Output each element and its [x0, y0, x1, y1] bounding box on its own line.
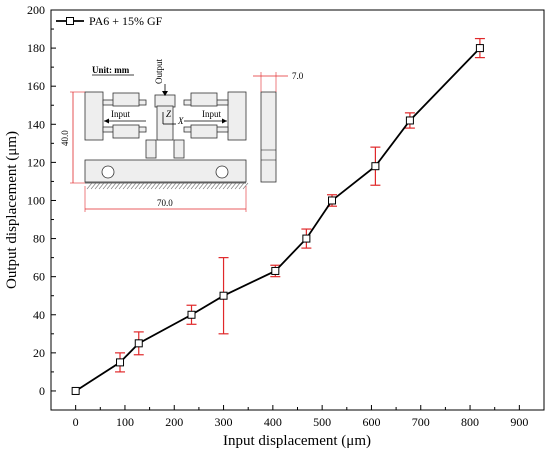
legend-marker [66, 17, 74, 25]
hatch-line [102, 182, 109, 190]
y-tick-label: 140 [27, 117, 45, 131]
input-left-label: Input [111, 109, 130, 119]
hatch-line [186, 182, 193, 190]
thickness-dim-label: 7.0 [292, 71, 304, 81]
mechanism-body [84, 91, 247, 183]
hatch-line [218, 182, 225, 190]
mount-hole-left [101, 165, 115, 179]
hatch-line [134, 182, 141, 190]
hatch-line [86, 182, 93, 190]
x-tick-label: 300 [215, 415, 233, 429]
hatch-line [126, 182, 133, 190]
hatch-line [98, 182, 105, 190]
hatch-line [226, 182, 233, 190]
y-tick-label: 120 [27, 155, 45, 169]
y-axis-title: Output displacement (μm) [4, 131, 20, 289]
output-label: Output [154, 59, 164, 85]
data-point [405, 116, 414, 125]
hatch-line [90, 182, 97, 190]
hatch-line [234, 182, 241, 190]
hatch-line [130, 182, 137, 190]
y-tick-label: 200 [27, 3, 45, 17]
data-point [475, 44, 484, 53]
hatch-line [182, 182, 189, 190]
data-markers [71, 44, 484, 395]
x-tick-label: 400 [264, 415, 282, 429]
hatch-line [214, 182, 221, 190]
width-dim-label: 70.0 [157, 198, 173, 208]
mechanism-diagram: Unit: mm Output In [60, 59, 304, 212]
x-label: X [177, 116, 184, 126]
hatch-line [202, 182, 209, 190]
hatch-line [142, 182, 149, 190]
data-point [219, 291, 228, 300]
x-tick-label: 500 [313, 415, 331, 429]
mount-hole-right [215, 165, 229, 179]
x-tick-label: 800 [461, 415, 479, 429]
hatch-line [194, 182, 201, 190]
hatch-line [238, 182, 245, 190]
input-right-arrowhead [222, 118, 227, 124]
hatch-line [146, 182, 153, 190]
y-axis-ticks: 0 20 40 60 80 100 120 140 160 180 200 [27, 3, 56, 398]
hatch-line [106, 182, 113, 190]
x-tick-label: 200 [165, 415, 183, 429]
data-point [302, 234, 311, 243]
data-point [371, 162, 380, 171]
hatch-line [110, 182, 117, 190]
hatch-line [118, 182, 125, 190]
data-point [328, 196, 337, 205]
y-tick-label: 60 [33, 270, 45, 284]
z-label: Z [166, 109, 172, 119]
unit-label: Unit: mm [92, 65, 130, 75]
data-point [271, 266, 280, 275]
side-view [260, 91, 277, 183]
hatch-line [198, 182, 205, 190]
hatch-line [114, 182, 121, 190]
y-tick-label: 160 [27, 79, 45, 93]
hatch-line [138, 182, 145, 190]
y-tick-label: 180 [27, 41, 45, 55]
input-right-label: Input [202, 109, 221, 119]
y-tick-label: 40 [33, 308, 45, 322]
output-arrowhead [162, 91, 168, 96]
x-tick-label: 0 [73, 415, 79, 429]
input-left-arrowhead [104, 118, 109, 124]
x-tick-label: 600 [362, 415, 380, 429]
hatch-line [170, 182, 177, 190]
hatch-line [174, 182, 181, 190]
x-tick-label: 700 [412, 415, 430, 429]
y-tick-label: 100 [27, 193, 45, 207]
y-tick-label: 80 [33, 232, 45, 246]
hatch-line [122, 182, 129, 190]
data-point [187, 310, 196, 319]
height-dim-label: 40.0 [60, 130, 70, 146]
ground-hatch [86, 182, 249, 190]
legend: PA6 + 15% GF [56, 14, 163, 28]
hatch-line [242, 182, 249, 190]
hatch-line [206, 182, 213, 190]
x-tick-label: 100 [116, 415, 134, 429]
hatch-line [230, 182, 237, 190]
x-axis-title: Input displacement (μm) [223, 433, 371, 449]
hatch-line [150, 182, 157, 190]
hatch-line [166, 182, 173, 190]
hatch-line [178, 182, 185, 190]
hatch-line [222, 182, 229, 190]
hatch-line [154, 182, 161, 190]
hatch-line [94, 182, 101, 190]
x-axis-ticks: 0 100 200 300 400 500 600 700 800 900 [50, 405, 545, 429]
y-tick-label: 20 [33, 346, 45, 360]
data-point [116, 358, 125, 367]
hatch-line [190, 182, 197, 190]
x-tick-label: 900 [510, 415, 528, 429]
data-point [134, 339, 143, 348]
hatch-line [210, 182, 217, 190]
data-point [71, 386, 80, 395]
legend-label: PA6 + 15% GF [89, 14, 163, 28]
hatch-line [158, 182, 165, 190]
hatch-line [162, 182, 169, 190]
y-tick-label: 0 [39, 384, 45, 398]
